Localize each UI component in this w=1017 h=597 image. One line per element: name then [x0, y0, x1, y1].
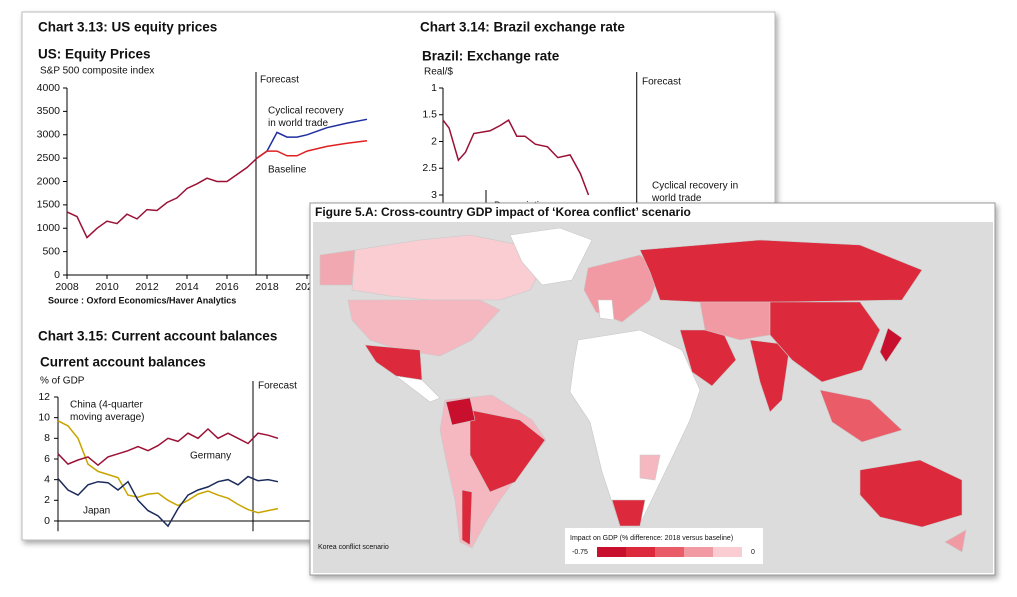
- y-tick-label: 2: [431, 135, 437, 147]
- forecast-label: Forecast: [642, 77, 681, 88]
- legend-title: Impact on GDP (% difference: 2018 versus…: [570, 535, 733, 542]
- y-tick-label: 10: [38, 411, 50, 423]
- y-tick-label: 1000: [37, 222, 61, 234]
- chart-subtitle: % of GDP: [40, 376, 85, 387]
- y-tick-label: 1: [431, 82, 437, 94]
- annotation: Baseline: [268, 165, 307, 176]
- china: [769, 301, 881, 383]
- legend-box: [565, 528, 763, 564]
- series-line: [57, 475, 279, 528]
- canada: [351, 234, 546, 301]
- legend-swatches: [597, 547, 742, 557]
- series-line: [57, 427, 279, 467]
- chart-subtitle: Real/$: [424, 67, 453, 78]
- chile: [461, 489, 473, 546]
- y-tick-label: 2000: [37, 175, 61, 187]
- chart-title: Brazil: Exchange rate: [422, 49, 560, 64]
- x-tick-label: 2012: [135, 281, 159, 293]
- countries: [319, 227, 967, 553]
- chart-source: Source : Oxford Economics/Haver Analytic…: [48, 295, 236, 305]
- russia: [639, 239, 923, 303]
- x-tick-label: 2014: [175, 281, 199, 293]
- figure-title: Figure 5.A: Cross-country GDP impact of …: [315, 205, 691, 219]
- figure-note: Korea conflict scenario: [318, 544, 389, 551]
- chart-subtitle: S&P 500 composite index: [40, 66, 154, 77]
- y-tick-label: 6: [44, 453, 50, 465]
- annotation: world trade: [651, 193, 702, 204]
- series-line: [256, 140, 368, 159]
- usa: [347, 299, 501, 357]
- annotation: Germany: [190, 451, 231, 462]
- japan: [879, 327, 903, 363]
- x-tick-label: 2016: [215, 281, 239, 293]
- x-tick-label: 2010: [95, 281, 119, 293]
- legend-swatch: [684, 547, 713, 557]
- y-tick-label: 8: [44, 432, 50, 444]
- legend-swatch: [655, 547, 684, 557]
- series-line: [442, 119, 590, 196]
- annotation: Japan: [83, 506, 110, 517]
- brazil: [469, 409, 546, 493]
- y-tick-label: 1500: [37, 199, 61, 211]
- y-tick-label: 4: [44, 473, 50, 485]
- annotation: Cyclical recovery: [268, 106, 344, 117]
- legend-swatch: [626, 547, 655, 557]
- y-tick-label: 3500: [37, 105, 61, 117]
- series-line: [57, 420, 279, 514]
- y-tick-label: 2: [44, 494, 50, 506]
- y-tick-label: 0: [44, 515, 50, 527]
- y-tick-label: 3000: [37, 129, 61, 141]
- annotation: Cyclical recovery in: [652, 181, 738, 192]
- y-tick-label: 1.5: [422, 109, 437, 121]
- annotation: in world trade: [268, 118, 328, 129]
- greenland: [509, 227, 593, 286]
- series-line: [66, 157, 258, 239]
- y-tick-label: 0: [54, 269, 60, 281]
- map-figure: Figure 5.A: Cross-country GDP impact of …: [309, 202, 996, 576]
- y-tick-label: 12: [38, 391, 50, 403]
- spain: [597, 299, 615, 321]
- chart-heading: Chart 3.14: Brazil exchange rate: [420, 20, 625, 35]
- africa: [569, 329, 701, 527]
- y-tick-label: 2500: [37, 152, 61, 164]
- central-america: [395, 375, 441, 403]
- x-tick-label: 2018: [255, 281, 279, 293]
- forecast-label: Forecast: [258, 381, 297, 392]
- y-tick-label: 2.5: [422, 162, 437, 174]
- x-tick-label: 2008: [55, 281, 79, 293]
- alaska: [319, 249, 356, 286]
- south-africa: [611, 499, 646, 527]
- australia: [859, 459, 963, 528]
- y-tick-label: 3: [431, 189, 437, 201]
- chart-heading: Chart 3.13: US equity prices: [38, 20, 217, 35]
- annotation: China (4-quarter: [70, 400, 143, 411]
- chart-heading: Chart 3.15: Current account balances: [38, 329, 277, 344]
- series-line: [256, 118, 368, 159]
- legend-max: 0: [751, 549, 755, 556]
- chart-title: Current account balances: [40, 355, 206, 370]
- east-africa: [639, 454, 661, 481]
- forecast-label: Forecast: [260, 75, 299, 86]
- legend-min: -0.75: [572, 549, 588, 556]
- venezuela: [445, 397, 476, 426]
- legend-swatch: [597, 547, 626, 557]
- southeast-asia: [819, 389, 903, 443]
- chart-title: US: Equity Prices: [38, 47, 151, 62]
- annotation: moving average): [70, 412, 144, 423]
- y-tick-label: 4000: [37, 82, 61, 94]
- central-asia: [699, 301, 771, 341]
- y-tick-label: 500: [42, 245, 60, 257]
- legend-swatch: [713, 547, 742, 557]
- new-zealand: [944, 529, 967, 553]
